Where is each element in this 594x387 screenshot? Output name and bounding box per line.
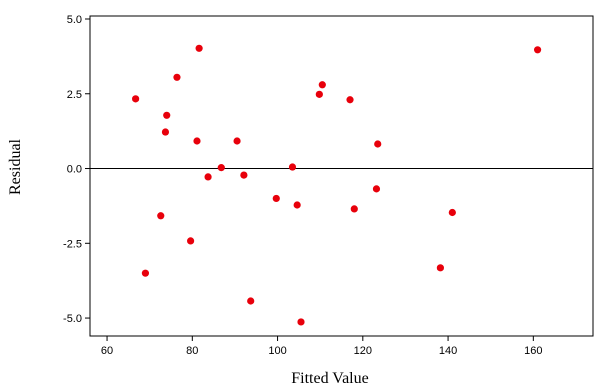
data-point — [132, 95, 140, 103]
data-point — [315, 90, 323, 98]
x-tick-label: 100 — [268, 345, 286, 357]
data-point — [187, 237, 195, 245]
data-point — [161, 128, 170, 136]
y-tick-label: 0.0 — [67, 164, 82, 176]
data-point — [247, 297, 255, 305]
data-point — [436, 264, 444, 272]
y-tick-label: 2.5 — [67, 89, 82, 101]
y-tick-label: -2.5 — [63, 238, 82, 250]
x-axis-ticks: 60 80 100 120 140 160 — [101, 336, 543, 357]
data-point — [293, 201, 301, 209]
data-point — [173, 73, 181, 81]
data-point — [372, 185, 381, 193]
x-tick-label: 140 — [439, 345, 457, 357]
x-tick-label: 80 — [186, 345, 198, 357]
data-point — [346, 96, 354, 104]
x-tick-label: 60 — [101, 345, 113, 357]
plot-frame — [89, 15, 594, 337]
y-axis-title: Residual — [7, 138, 24, 195]
data-point — [350, 205, 358, 213]
data-point — [195, 44, 203, 52]
data-points — [132, 44, 542, 326]
data-point — [240, 171, 248, 179]
data-point — [204, 173, 212, 181]
data-point — [233, 137, 241, 145]
data-point — [217, 164, 225, 172]
y-tick-label: 5.0 — [67, 14, 82, 26]
data-point — [448, 208, 456, 217]
data-point — [297, 318, 305, 326]
data-point — [163, 111, 171, 119]
x-tick-label: 160 — [524, 345, 542, 357]
data-point — [374, 140, 382, 148]
data-point — [288, 163, 297, 171]
data-point — [533, 46, 542, 54]
x-tick-label: 120 — [354, 345, 372, 357]
y-axis-ticks: 5.0 2.5 0.0 -2.5 -5.0 — [63, 14, 90, 325]
data-point — [318, 81, 326, 89]
data-point — [193, 137, 201, 145]
x-axis-title: Fitted Value — [291, 370, 368, 387]
y-tick-label: -5.0 — [63, 313, 82, 325]
data-point — [157, 212, 165, 220]
data-point — [141, 269, 150, 277]
data-point — [272, 194, 280, 203]
